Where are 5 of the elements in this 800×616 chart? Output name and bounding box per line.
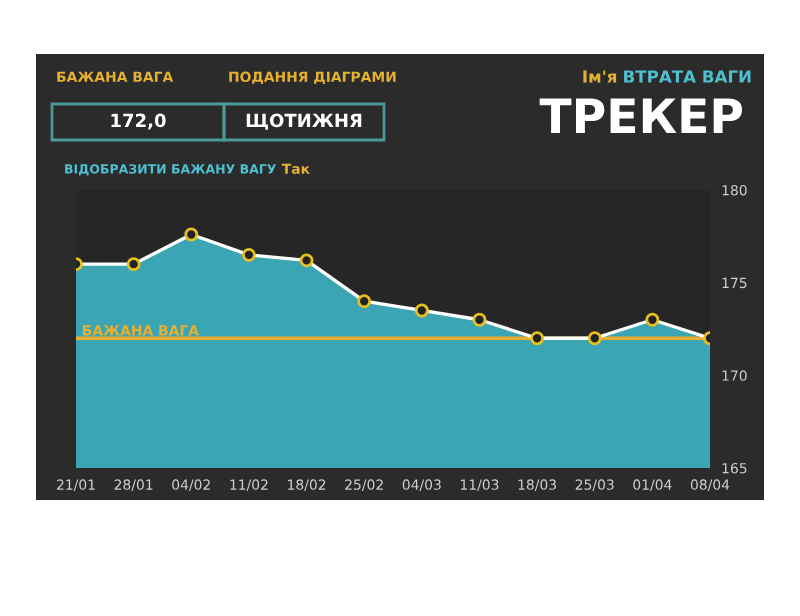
text: Ім'я [583,70,617,83]
text: 172,0 [111,113,166,130]
chart-title: ТРЕКЕР [539,98,743,134]
text: ЩОТИЖНЯ [246,113,362,130]
text: ВТРАТА ВАГИ [624,70,751,83]
